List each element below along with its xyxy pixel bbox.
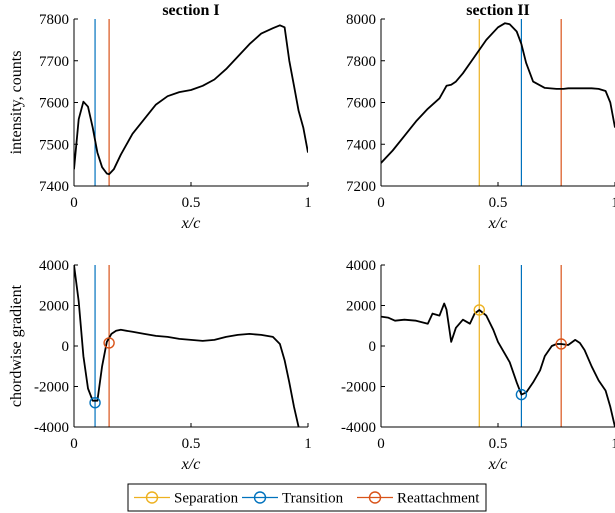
x-tick-label: 0.5 — [489, 195, 508, 211]
y-tick-label: 7200 — [346, 179, 376, 195]
x-tick-label: 1 — [304, 195, 312, 211]
x-tick-label: 0 — [70, 195, 78, 211]
data-curve — [74, 265, 300, 427]
y-tick-label: -2000 — [341, 380, 376, 396]
y-axis-label: intensity, counts — [8, 51, 25, 155]
legend-swatch-marker — [253, 491, 267, 504]
y-tick-label: 0 — [369, 339, 377, 355]
x-tick-label: 0 — [377, 195, 385, 211]
legend-item-separation: Separation — [134, 491, 239, 507]
y-tick-label: 4000 — [39, 258, 69, 274]
legend-item-reattachment: Reattachment — [357, 491, 480, 507]
y-tick-label: 7800 — [39, 12, 69, 28]
x-tick-label: 0 — [377, 436, 385, 452]
x-tick-label: 0.5 — [489, 436, 508, 452]
y-tick-label: 7500 — [39, 137, 69, 153]
x-tick-label: 1 — [304, 436, 312, 452]
y-tick-label: 4000 — [346, 258, 376, 274]
panel-title: section II — [466, 2, 530, 19]
panel-title: section I — [162, 2, 219, 19]
reattachment-point — [103, 337, 115, 349]
y-tick-label: 7400 — [346, 137, 376, 153]
y-tick-label: 7700 — [39, 54, 69, 70]
x-axis-label: x/c — [488, 215, 508, 232]
y-tick-label: 2000 — [346, 299, 376, 315]
y-axis-label: chordwise gradient — [8, 284, 25, 407]
transition-point — [515, 388, 528, 401]
x-tick-label: 0.5 — [182, 436, 201, 452]
x-tick-label: 1 — [611, 436, 615, 452]
legend-label: Separation — [174, 491, 239, 507]
reattachment-point — [555, 338, 567, 350]
y-tick-label: 8000 — [346, 12, 376, 28]
x-tick-label: 0.5 — [182, 195, 201, 211]
y-tick-label: -2000 — [34, 380, 69, 396]
data-curve — [74, 24, 308, 176]
legend: Separation Transition Reattachment — [127, 483, 487, 512]
y-tick-label: 7600 — [346, 96, 376, 112]
separation-point — [473, 304, 485, 316]
legend-item-transition: Transition — [242, 491, 344, 507]
legend-swatch-marker — [368, 491, 382, 504]
legend-label: Transition — [282, 491, 344, 507]
panel-section-i-intensity: 0 0.5 1 7400 7500 7600 7700 7800 section I x/c int… — [8, 2, 312, 232]
x-axis-label: x/c — [181, 456, 201, 473]
y-tick-label: -4000 — [341, 420, 376, 436]
x-axis-label: x/c — [488, 456, 508, 473]
data-curve — [381, 22, 615, 164]
panel-section-ii-gradient: 0 0.5 1 -4000 -2000 0 2000 4000 x/c — [341, 258, 615, 473]
y-tick-label: 7600 — [39, 96, 69, 112]
y-tick-label: 7800 — [346, 54, 376, 70]
panel-section-ii-intensity: 0 0.5 1 7200 7400 7600 7800 8000 section II x/c — [346, 2, 615, 232]
y-tick-label: 2000 — [39, 299, 69, 315]
x-tick-label: 1 — [611, 195, 615, 211]
legend-box — [127, 483, 487, 512]
legend-swatch-marker — [145, 491, 159, 504]
y-tick-label: 7400 — [39, 179, 69, 195]
x-axis-label: x/c — [181, 215, 201, 232]
panel-section-i-gradient: 0 0.5 1 -4000 -2000 0 2000 4000 x/c chordwise gra… — [8, 258, 312, 473]
x-tick-label: 0 — [70, 436, 78, 452]
legend-label: Reattachment — [397, 491, 480, 507]
y-tick-label: -4000 — [34, 420, 69, 436]
y-tick-label: 0 — [62, 339, 70, 355]
data-curve — [381, 302, 615, 427]
transition-point — [89, 397, 101, 409]
